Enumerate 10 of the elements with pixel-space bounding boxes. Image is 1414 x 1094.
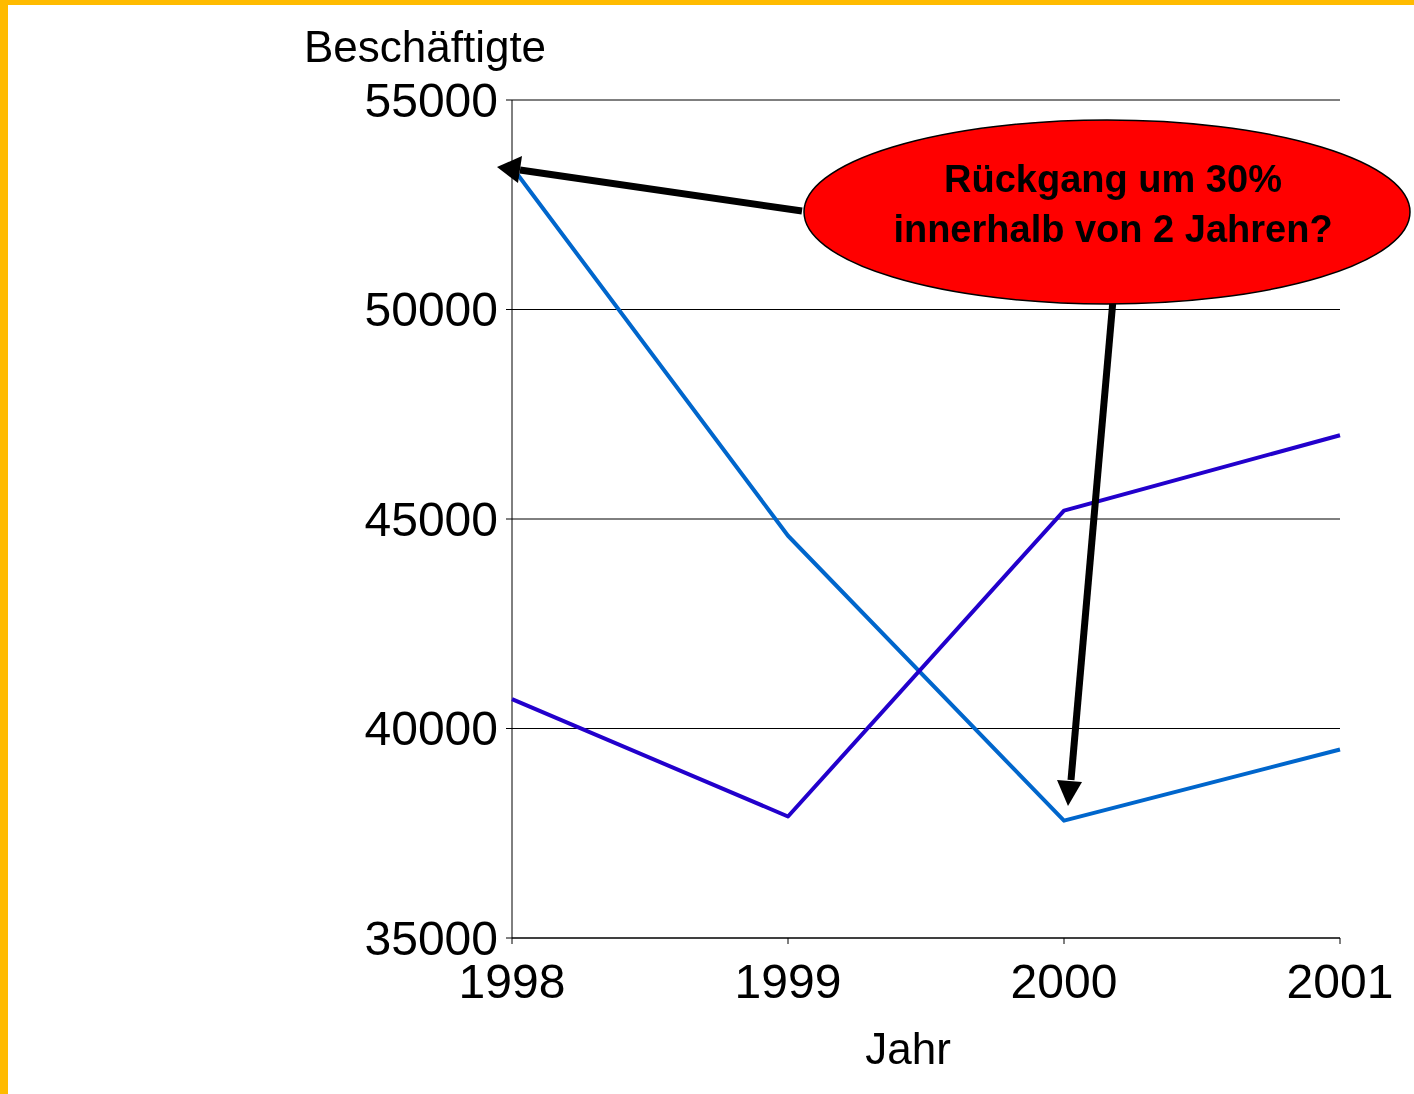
y-tick-label: 45000 bbox=[364, 492, 498, 546]
x-tick-label: 2000 bbox=[1010, 955, 1118, 1008]
x-axis-title: Jahr bbox=[865, 1024, 951, 1073]
y-tick-label: 50000 bbox=[364, 283, 498, 337]
x-tick-label: 1999 bbox=[734, 955, 842, 1008]
annotation: Rückgang um 30% innerhalb von 2 Jahren? bbox=[893, 158, 1333, 250]
y-axis-title: Beschäftigte bbox=[303, 22, 547, 71]
y-tick-label: 40000 bbox=[364, 702, 498, 756]
y-tick-label: 55000 bbox=[364, 73, 498, 127]
x-tick-label: 2001 bbox=[1286, 955, 1394, 1008]
